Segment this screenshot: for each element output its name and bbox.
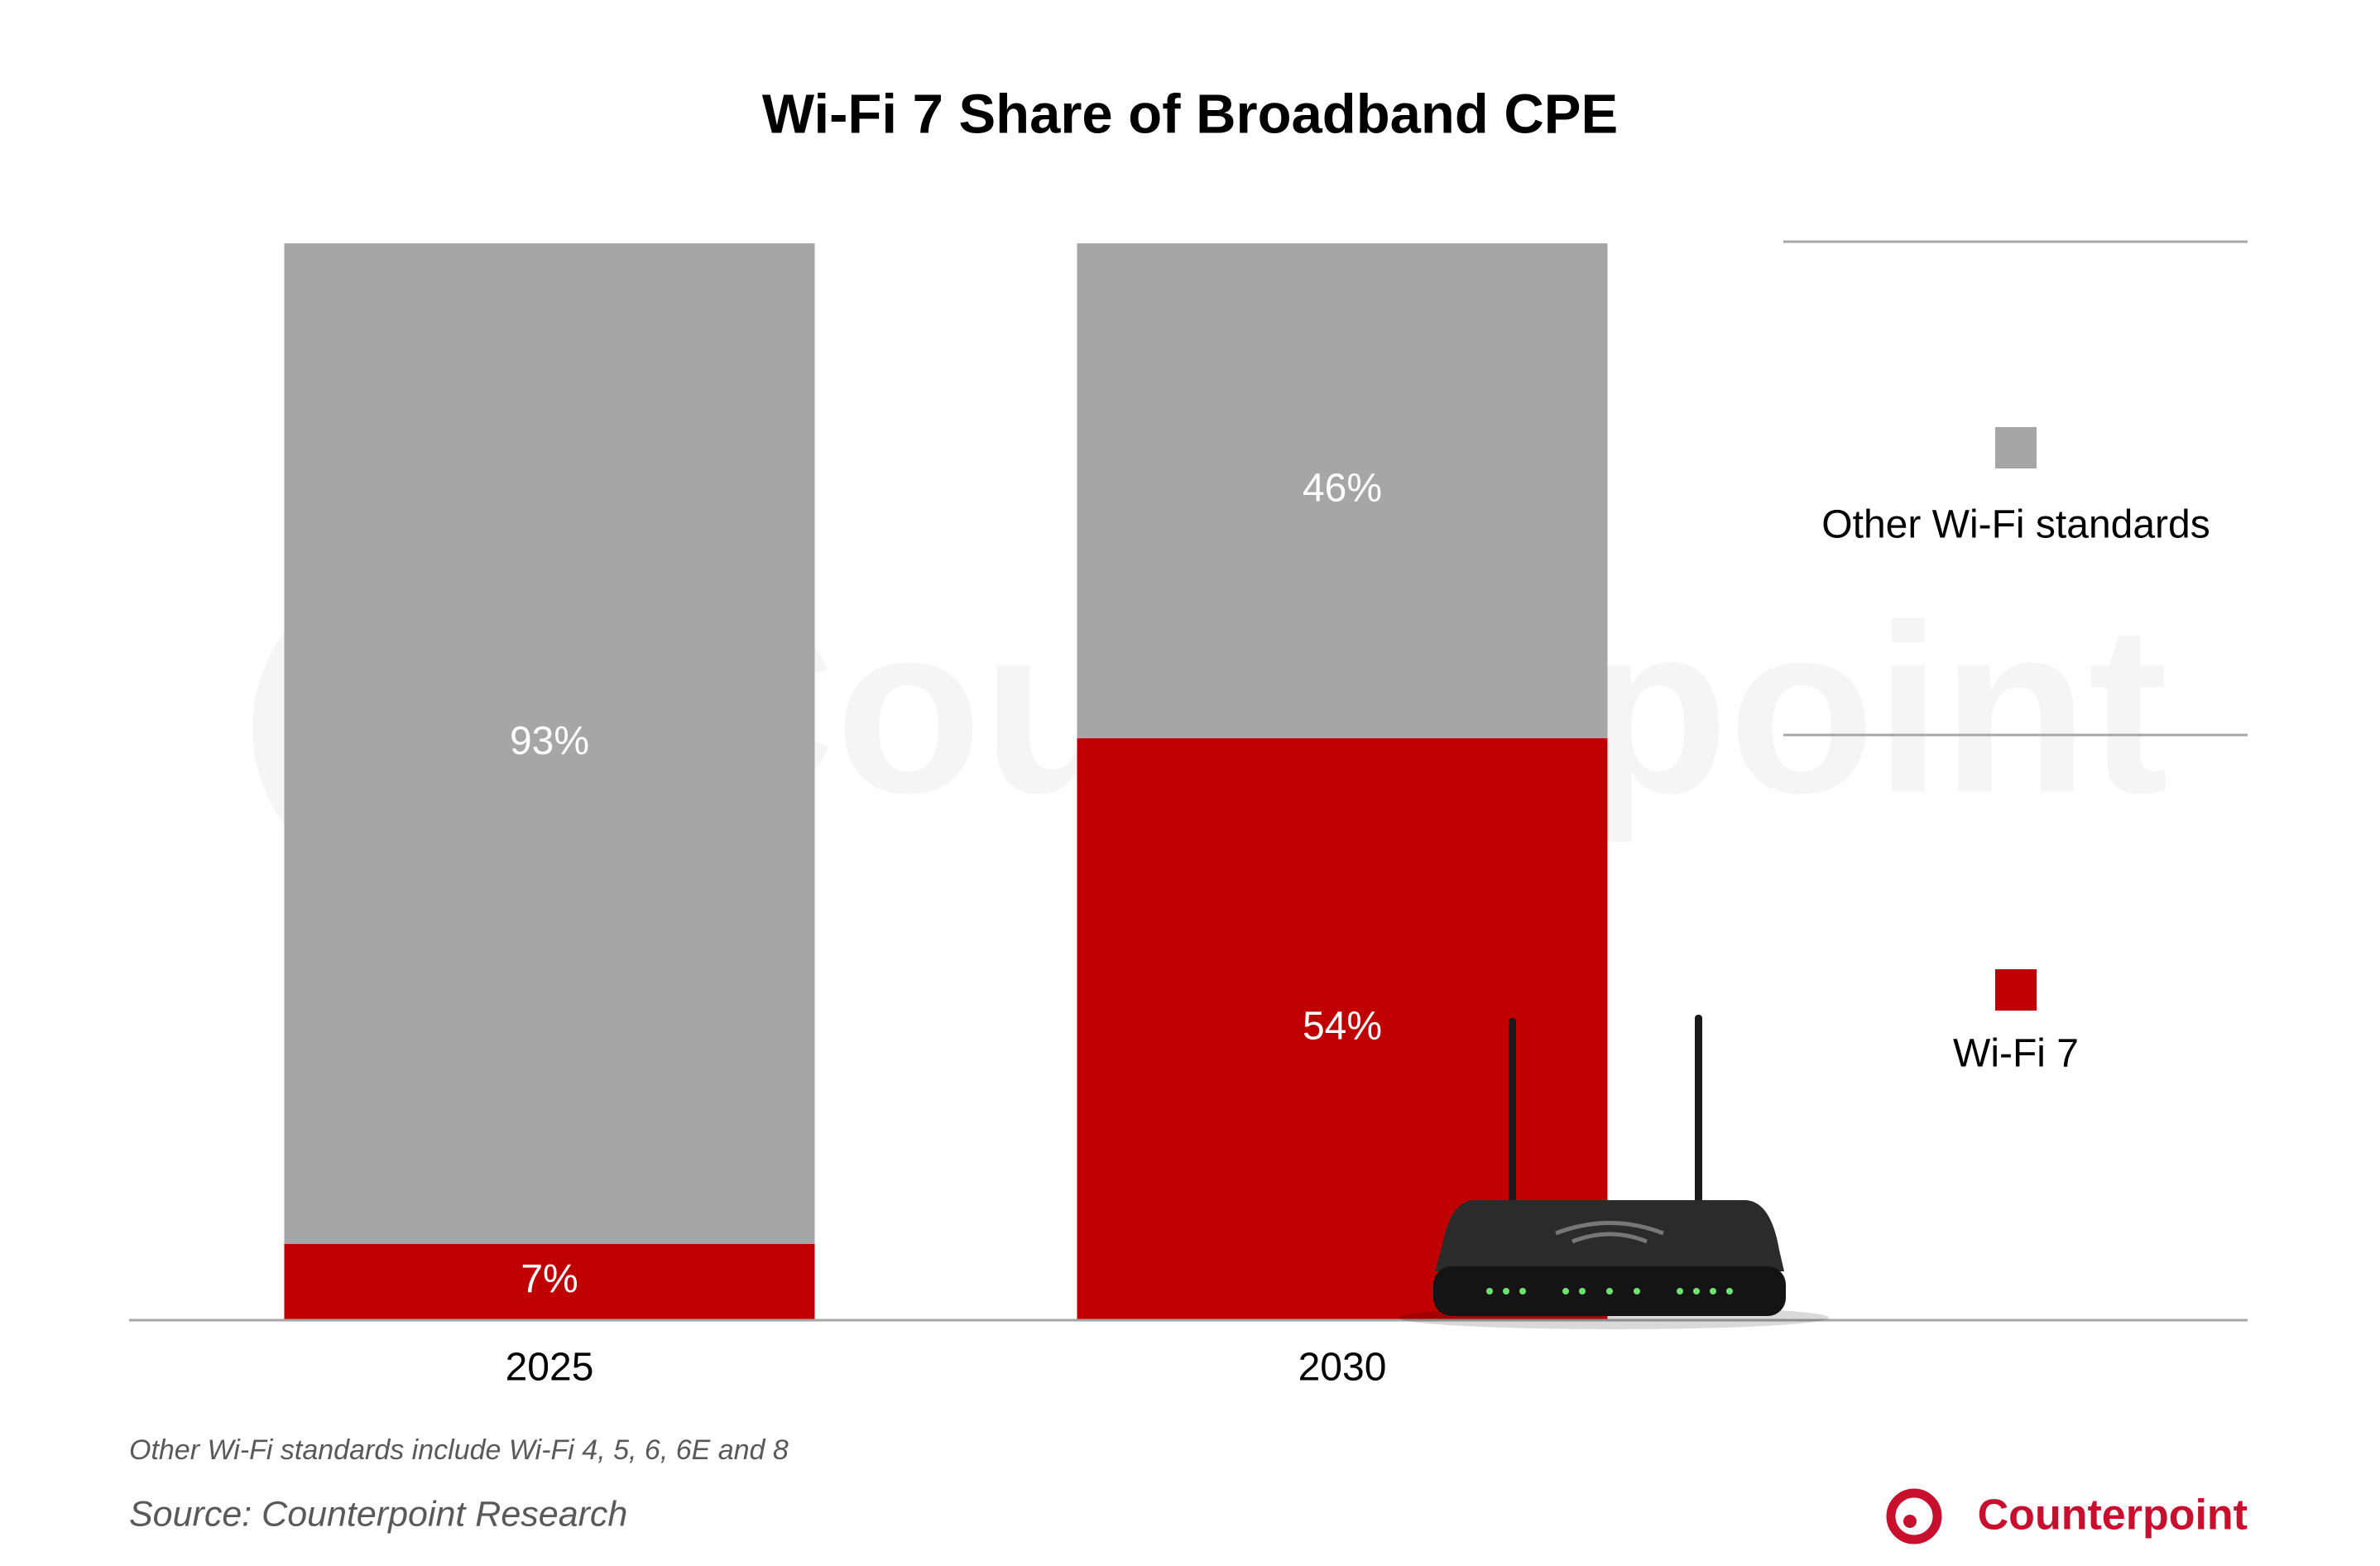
logo-icon bbox=[1886, 1488, 1942, 1544]
logo-dot bbox=[1903, 1515, 1917, 1528]
legend-swatch bbox=[1995, 969, 2037, 1011]
router-antenna bbox=[1695, 1015, 1702, 1225]
logo: Counterpoint bbox=[1886, 1488, 2248, 1544]
logo-text: Counterpoint bbox=[1978, 1492, 2248, 1540]
bar-segment bbox=[284, 243, 815, 1244]
router-logo bbox=[1571, 1232, 1648, 1244]
router-illustration bbox=[1399, 1015, 1829, 1329]
x-tick-label: 2030 bbox=[1298, 1346, 1387, 1390]
router-antenna bbox=[1509, 1018, 1516, 1225]
bar-segment bbox=[284, 1244, 815, 1319]
legend-swatch bbox=[1995, 427, 2037, 468]
value-label: 93% bbox=[510, 719, 589, 763]
router-logo bbox=[1555, 1221, 1664, 1236]
x-tick-label: 2025 bbox=[506, 1346, 594, 1390]
router-leds bbox=[1486, 1288, 1733, 1295]
value-label: 7% bbox=[521, 1257, 578, 1301]
value-label: 54% bbox=[1303, 1005, 1382, 1049]
legend-label: Wi-Fi 7 bbox=[1953, 1032, 2079, 1076]
plot-area: 7% 93% 2025 54% 46% 2030 Wi-Fi 7 Other Wi-Fi st… bbox=[129, 240, 2248, 1390]
chart-title: Wi-Fi 7 Share of Broadband CPE bbox=[762, 84, 1618, 146]
footnote: Other Wi-Fi standards include Wi-Fi 4, 5… bbox=[129, 1434, 789, 1466]
source: Source: Counterpoint Research bbox=[129, 1494, 627, 1534]
legend-label: Other Wi-Fi standards bbox=[1821, 503, 2210, 547]
value-label: 46% bbox=[1303, 467, 1382, 511]
bar-segment bbox=[1077, 243, 1608, 738]
